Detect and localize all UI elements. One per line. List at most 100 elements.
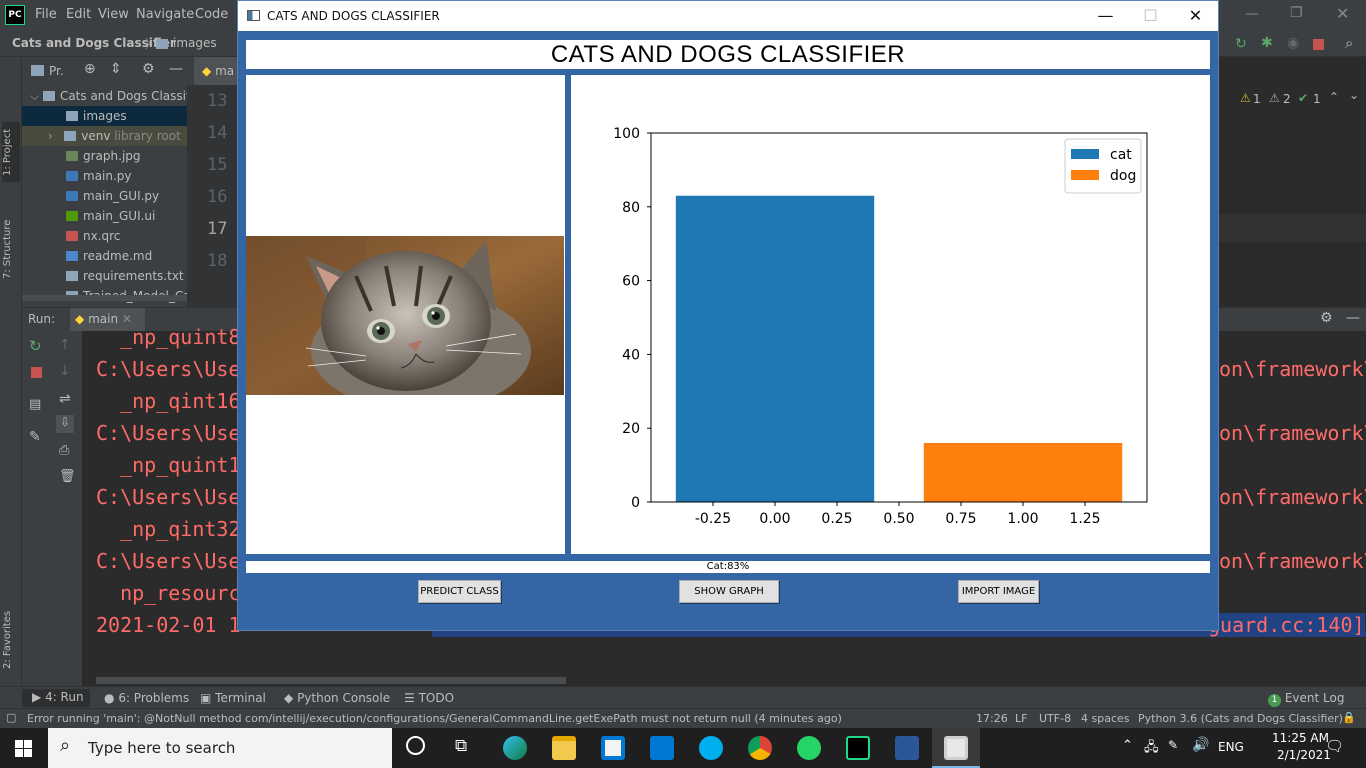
menu-file[interactable]: File bbox=[35, 7, 57, 22]
tab-python-console[interactable]: ◆ Python Console bbox=[284, 691, 390, 705]
store-icon[interactable] bbox=[601, 736, 625, 760]
status-encoding[interactable]: UTF-8 bbox=[1039, 712, 1072, 725]
status-window-icon[interactable]: ▢ bbox=[6, 711, 17, 724]
collapse-icon[interactable]: ⇕ bbox=[110, 61, 122, 77]
status-indent[interactable]: 4 spaces bbox=[1081, 712, 1130, 725]
windows-start-icon[interactable] bbox=[15, 740, 32, 757]
menu-code[interactable]: Code bbox=[195, 7, 229, 22]
network-icon[interactable]: 🖧 bbox=[1144, 740, 1159, 755]
stop-icon[interactable] bbox=[1313, 39, 1324, 50]
taskbar-search-box[interactable]: ⌕ Type here to search bbox=[48, 728, 392, 768]
task-view-icon[interactable]: ⧉ bbox=[455, 736, 468, 756]
locate-icon[interactable]: ⊕ bbox=[84, 61, 96, 77]
search-everywhere-icon[interactable]: ⌕ bbox=[1345, 34, 1354, 52]
tree-item-file[interactable]: main_GUI.py bbox=[22, 186, 187, 206]
file-explorer-icon[interactable] bbox=[552, 736, 576, 760]
weak-warning-icon[interactable]: ⚠ bbox=[1269, 91, 1280, 105]
debug-icon[interactable]: ✱ bbox=[1261, 35, 1273, 51]
clock-date[interactable]: 2/1/2021 bbox=[1277, 748, 1331, 762]
rerun-icon[interactable]: ↻ bbox=[1235, 36, 1247, 52]
tree-item-file[interactable]: requirements.txt bbox=[22, 266, 187, 286]
breadcrumb-folder[interactable]: images bbox=[173, 36, 217, 50]
menu-navigate[interactable]: Navigate bbox=[136, 7, 195, 22]
project-view-selector[interactable]: Pr. bbox=[49, 64, 64, 78]
editor-tab[interactable]: ◆ ma bbox=[194, 57, 237, 85]
trash-icon[interactable]: 🗑 bbox=[59, 469, 76, 484]
gear-icon[interactable]: ⚙ bbox=[142, 61, 155, 77]
pycharm-logo[interactable]: PC bbox=[5, 5, 25, 25]
console-scrollbar[interactable] bbox=[96, 677, 566, 684]
ok-check-icon[interactable]: ✔ bbox=[1298, 91, 1309, 105]
status-line-separator[interactable]: LF bbox=[1015, 712, 1028, 725]
volume-icon[interactable]: 🔊 bbox=[1192, 737, 1210, 753]
chevron-up-icon[interactable]: ⌃ bbox=[1329, 90, 1340, 104]
chevron-down-icon[interactable]: ⌄ bbox=[1349, 88, 1360, 102]
rerun-icon[interactable]: ↻ bbox=[29, 337, 42, 355]
tab-terminal[interactable]: ▣ Terminal bbox=[200, 691, 266, 705]
predict-class-button[interactable]: PREDICT CLASS bbox=[418, 580, 501, 603]
chrome-icon[interactable] bbox=[748, 736, 772, 760]
menu-view[interactable]: View bbox=[98, 7, 129, 22]
word-icon[interactable] bbox=[895, 736, 919, 760]
editor-right-area: ⚠ 1 ⚠ 2 ✔ 1 ⌃ ⌄ bbox=[1219, 57, 1366, 307]
side-tab-project[interactable]: 1: Project bbox=[2, 122, 20, 182]
language-indicator[interactable]: ENG bbox=[1218, 740, 1244, 754]
print-icon[interactable]: ⎙ bbox=[59, 443, 70, 458]
tray-chevron-icon[interactable]: ⌃ bbox=[1122, 738, 1133, 753]
tree-item-file[interactable]: graph.jpg bbox=[22, 146, 187, 166]
run-config-tab[interactable]: ◆ main ✕ bbox=[70, 308, 145, 331]
edge-icon[interactable] bbox=[503, 736, 527, 760]
down-arrow-icon[interactable]: ↓ bbox=[59, 363, 71, 379]
coverage-icon[interactable]: ◉ bbox=[1287, 35, 1300, 51]
gear-icon[interactable]: ⚙ bbox=[1320, 310, 1333, 326]
pycharm-taskbar-icon[interactable] bbox=[846, 736, 870, 760]
layout-icon[interactable]: ▤ bbox=[29, 397, 42, 412]
whatsapp-icon[interactable] bbox=[797, 736, 821, 760]
cortana-icon[interactable] bbox=[406, 736, 425, 755]
show-graph-button[interactable]: SHOW GRAPH bbox=[679, 580, 779, 603]
status-message[interactable]: Error running 'main': @NotNull method co… bbox=[27, 712, 842, 725]
hide-panel-icon[interactable]: — bbox=[1346, 310, 1360, 326]
ide-close-icon[interactable]: ✕ bbox=[1336, 4, 1350, 23]
tree-item-project-root[interactable]: ⌵ Cats and Dogs Classifie bbox=[22, 86, 187, 106]
scroll-to-end-icon[interactable]: ⇩ bbox=[56, 415, 74, 433]
breadcrumb-project[interactable]: Cats and Dogs Classifier bbox=[12, 36, 176, 50]
status-interpreter[interactable]: Python 3.6 (Cats and Dogs Classifier) bbox=[1138, 712, 1343, 725]
tab-problems[interactable]: ● 6: Problems bbox=[104, 691, 189, 705]
tree-item-file[interactable]: readme.md bbox=[22, 246, 187, 266]
mail-icon[interactable] bbox=[650, 736, 674, 760]
ide-restore-icon[interactable]: ❐ bbox=[1290, 5, 1303, 21]
ime-icon[interactable]: ✎ bbox=[1168, 738, 1179, 752]
import-image-button[interactable]: IMPORT IMAGE bbox=[958, 580, 1039, 603]
side-tab-structure[interactable]: 7: Structure bbox=[2, 219, 13, 280]
maximize-icon[interactable]: ☐ bbox=[1143, 6, 1158, 25]
tree-item-venv[interactable]: › venv library root bbox=[22, 126, 187, 146]
soft-wrap-icon[interactable]: ⇌ bbox=[59, 391, 71, 407]
minimize-icon[interactable]: — bbox=[1097, 6, 1114, 25]
warning-icon[interactable]: ⚠ bbox=[1240, 91, 1251, 105]
menu-edit[interactable]: Edit bbox=[66, 7, 92, 22]
tree-item-images[interactable]: images bbox=[22, 106, 187, 126]
stop-icon[interactable] bbox=[31, 367, 42, 378]
window-titlebar[interactable]: CATS AND DOGS CLASSIFIER — ☐ ✕ bbox=[238, 1, 1218, 31]
notification-icon[interactable]: 🗨 bbox=[1325, 737, 1345, 755]
close-icon[interactable]: ✕ bbox=[121, 312, 132, 326]
hide-panel-icon[interactable]: — bbox=[169, 61, 183, 77]
tree-item-file[interactable]: nx.qrc bbox=[22, 226, 187, 246]
pin-icon[interactable]: ✎ bbox=[29, 429, 41, 445]
classifier-app-taskbar-icon[interactable] bbox=[944, 736, 968, 760]
side-tab-favorites[interactable]: 2: Favorites bbox=[2, 610, 13, 669]
tab-todo[interactable]: ☰ TODO bbox=[404, 691, 454, 705]
skype-icon[interactable] bbox=[699, 736, 723, 760]
ide-minimize-icon[interactable]: — bbox=[1245, 6, 1259, 22]
tab-run[interactable]: ▶ 4: Run bbox=[22, 689, 90, 707]
lock-icon[interactable]: 🔒 bbox=[1342, 711, 1356, 724]
tree-item-file[interactable]: main.py bbox=[22, 166, 187, 186]
tree-scrollbar[interactable] bbox=[22, 295, 187, 301]
close-icon[interactable]: ✕ bbox=[1188, 6, 1203, 25]
tree-item-file[interactable]: main_GUI.ui bbox=[22, 206, 187, 226]
clock-time[interactable]: 11:25 AM bbox=[1272, 731, 1329, 745]
tab-event-log[interactable]: 1 Event Log bbox=[1268, 691, 1344, 707]
up-arrow-icon[interactable]: ↑ bbox=[59, 337, 71, 353]
status-caret-position[interactable]: 17:26 bbox=[976, 712, 1008, 725]
